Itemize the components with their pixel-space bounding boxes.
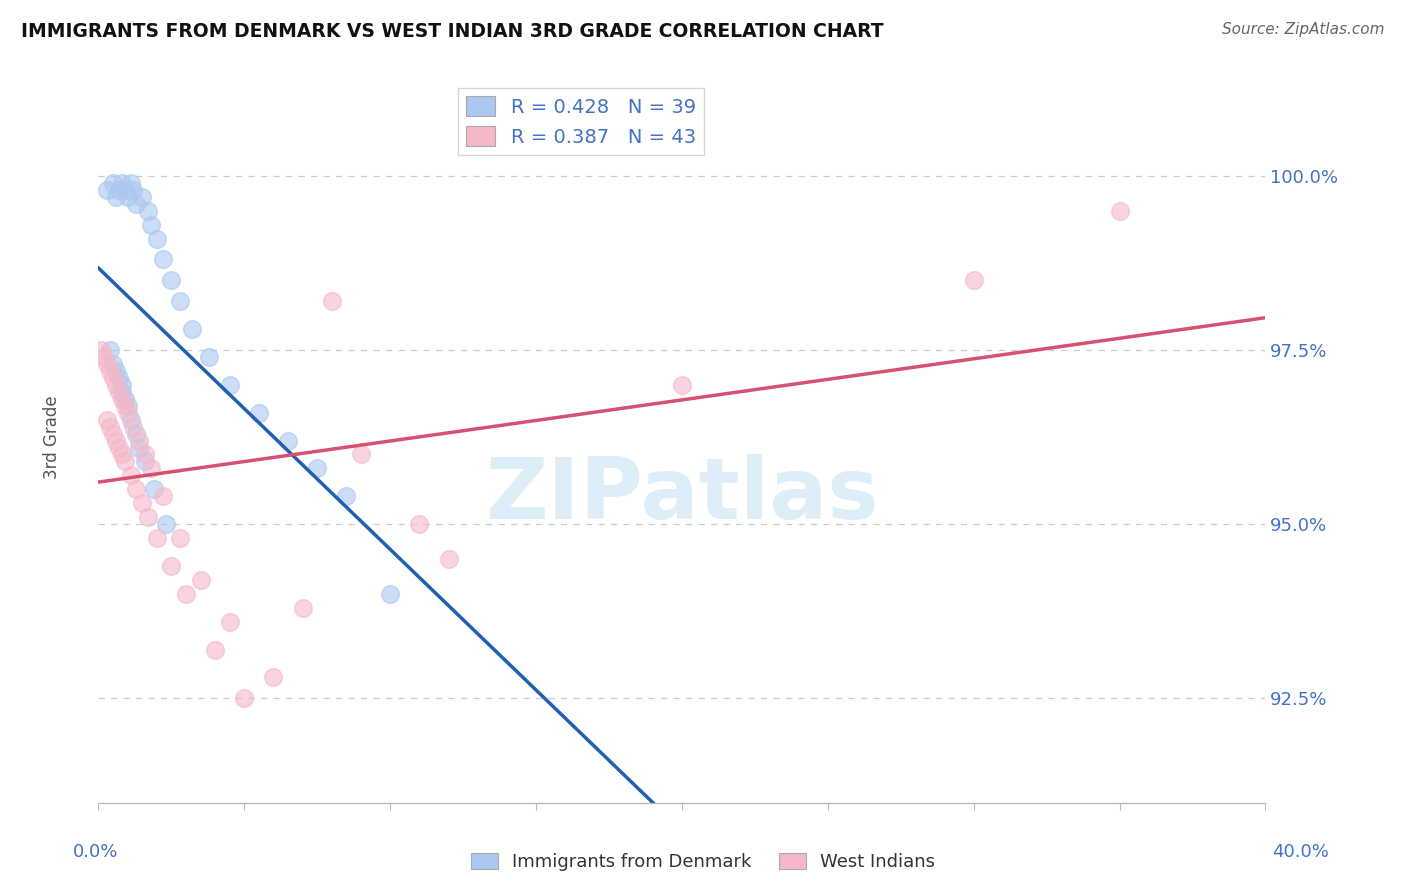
Point xyxy=(146,231,169,245)
Point xyxy=(120,412,142,426)
Point xyxy=(111,377,134,392)
Point xyxy=(155,517,177,532)
Point xyxy=(160,558,183,573)
Point xyxy=(93,350,115,364)
Point xyxy=(131,496,153,510)
Legend: R = 0.428   N = 39, R = 0.387   N = 43: R = 0.428 N = 39, R = 0.387 N = 43 xyxy=(458,88,703,154)
Point xyxy=(101,176,124,190)
Point xyxy=(247,406,270,420)
Point xyxy=(108,183,131,197)
Point xyxy=(204,642,226,657)
Point xyxy=(104,434,127,448)
Point xyxy=(291,600,314,615)
Point xyxy=(139,461,162,475)
Point xyxy=(125,196,148,211)
Text: ZIPatlas: ZIPatlas xyxy=(485,454,879,537)
Point xyxy=(152,489,174,503)
Point xyxy=(120,176,142,190)
Point xyxy=(111,392,134,406)
Point xyxy=(114,392,136,406)
Point xyxy=(180,322,202,336)
Point xyxy=(101,357,124,371)
Point xyxy=(122,419,145,434)
Point xyxy=(218,615,240,629)
Point xyxy=(408,517,430,532)
Point xyxy=(96,183,118,197)
Point xyxy=(111,384,134,399)
Point xyxy=(437,552,460,566)
Point xyxy=(233,691,256,706)
Point xyxy=(122,183,145,197)
Point xyxy=(104,190,127,204)
Point xyxy=(146,531,169,545)
Point xyxy=(108,384,131,399)
Text: IMMIGRANTS FROM DENMARK VS WEST INDIAN 3RD GRADE CORRELATION CHART: IMMIGRANTS FROM DENMARK VS WEST INDIAN 3… xyxy=(21,22,884,41)
Point xyxy=(96,357,118,371)
Point xyxy=(136,203,159,218)
Point xyxy=(152,252,174,267)
Point xyxy=(134,454,156,468)
Point xyxy=(174,587,197,601)
Point xyxy=(98,364,121,378)
Point xyxy=(108,371,131,385)
Point xyxy=(117,190,139,204)
Point xyxy=(96,412,118,426)
Point xyxy=(117,399,139,413)
Point xyxy=(134,448,156,462)
Point xyxy=(98,343,121,357)
Point xyxy=(142,483,165,497)
Point xyxy=(120,468,142,483)
Point xyxy=(169,294,191,309)
Point xyxy=(90,343,112,357)
Point xyxy=(98,419,121,434)
Point xyxy=(169,531,191,545)
Point xyxy=(111,176,134,190)
Legend: Immigrants from Denmark, West Indians: Immigrants from Denmark, West Indians xyxy=(464,846,942,879)
Point xyxy=(101,371,124,385)
Point xyxy=(335,489,357,503)
Point xyxy=(380,587,402,601)
Point xyxy=(131,190,153,204)
Point xyxy=(114,399,136,413)
Point xyxy=(128,441,150,455)
Point xyxy=(108,441,131,455)
Point xyxy=(350,448,373,462)
Text: 40.0%: 40.0% xyxy=(1272,843,1329,861)
Point xyxy=(139,218,162,232)
Point xyxy=(263,670,285,684)
Point xyxy=(104,364,127,378)
Point xyxy=(114,183,136,197)
Point xyxy=(104,377,127,392)
Point xyxy=(962,273,984,287)
Point xyxy=(198,350,221,364)
Point xyxy=(307,461,329,475)
Text: 0.0%: 0.0% xyxy=(73,843,118,861)
Point xyxy=(190,573,212,587)
Point xyxy=(101,426,124,441)
Point xyxy=(671,377,693,392)
Point xyxy=(160,273,183,287)
Point xyxy=(117,406,139,420)
Point xyxy=(136,510,159,524)
Point xyxy=(111,448,134,462)
Point xyxy=(277,434,299,448)
Point xyxy=(128,434,150,448)
Point xyxy=(321,294,343,309)
Text: Source: ZipAtlas.com: Source: ZipAtlas.com xyxy=(1222,22,1385,37)
Point xyxy=(125,483,148,497)
Point xyxy=(1108,203,1130,218)
Point xyxy=(114,454,136,468)
Point xyxy=(218,377,240,392)
Text: 3rd Grade: 3rd Grade xyxy=(42,395,60,479)
Point xyxy=(125,426,148,441)
